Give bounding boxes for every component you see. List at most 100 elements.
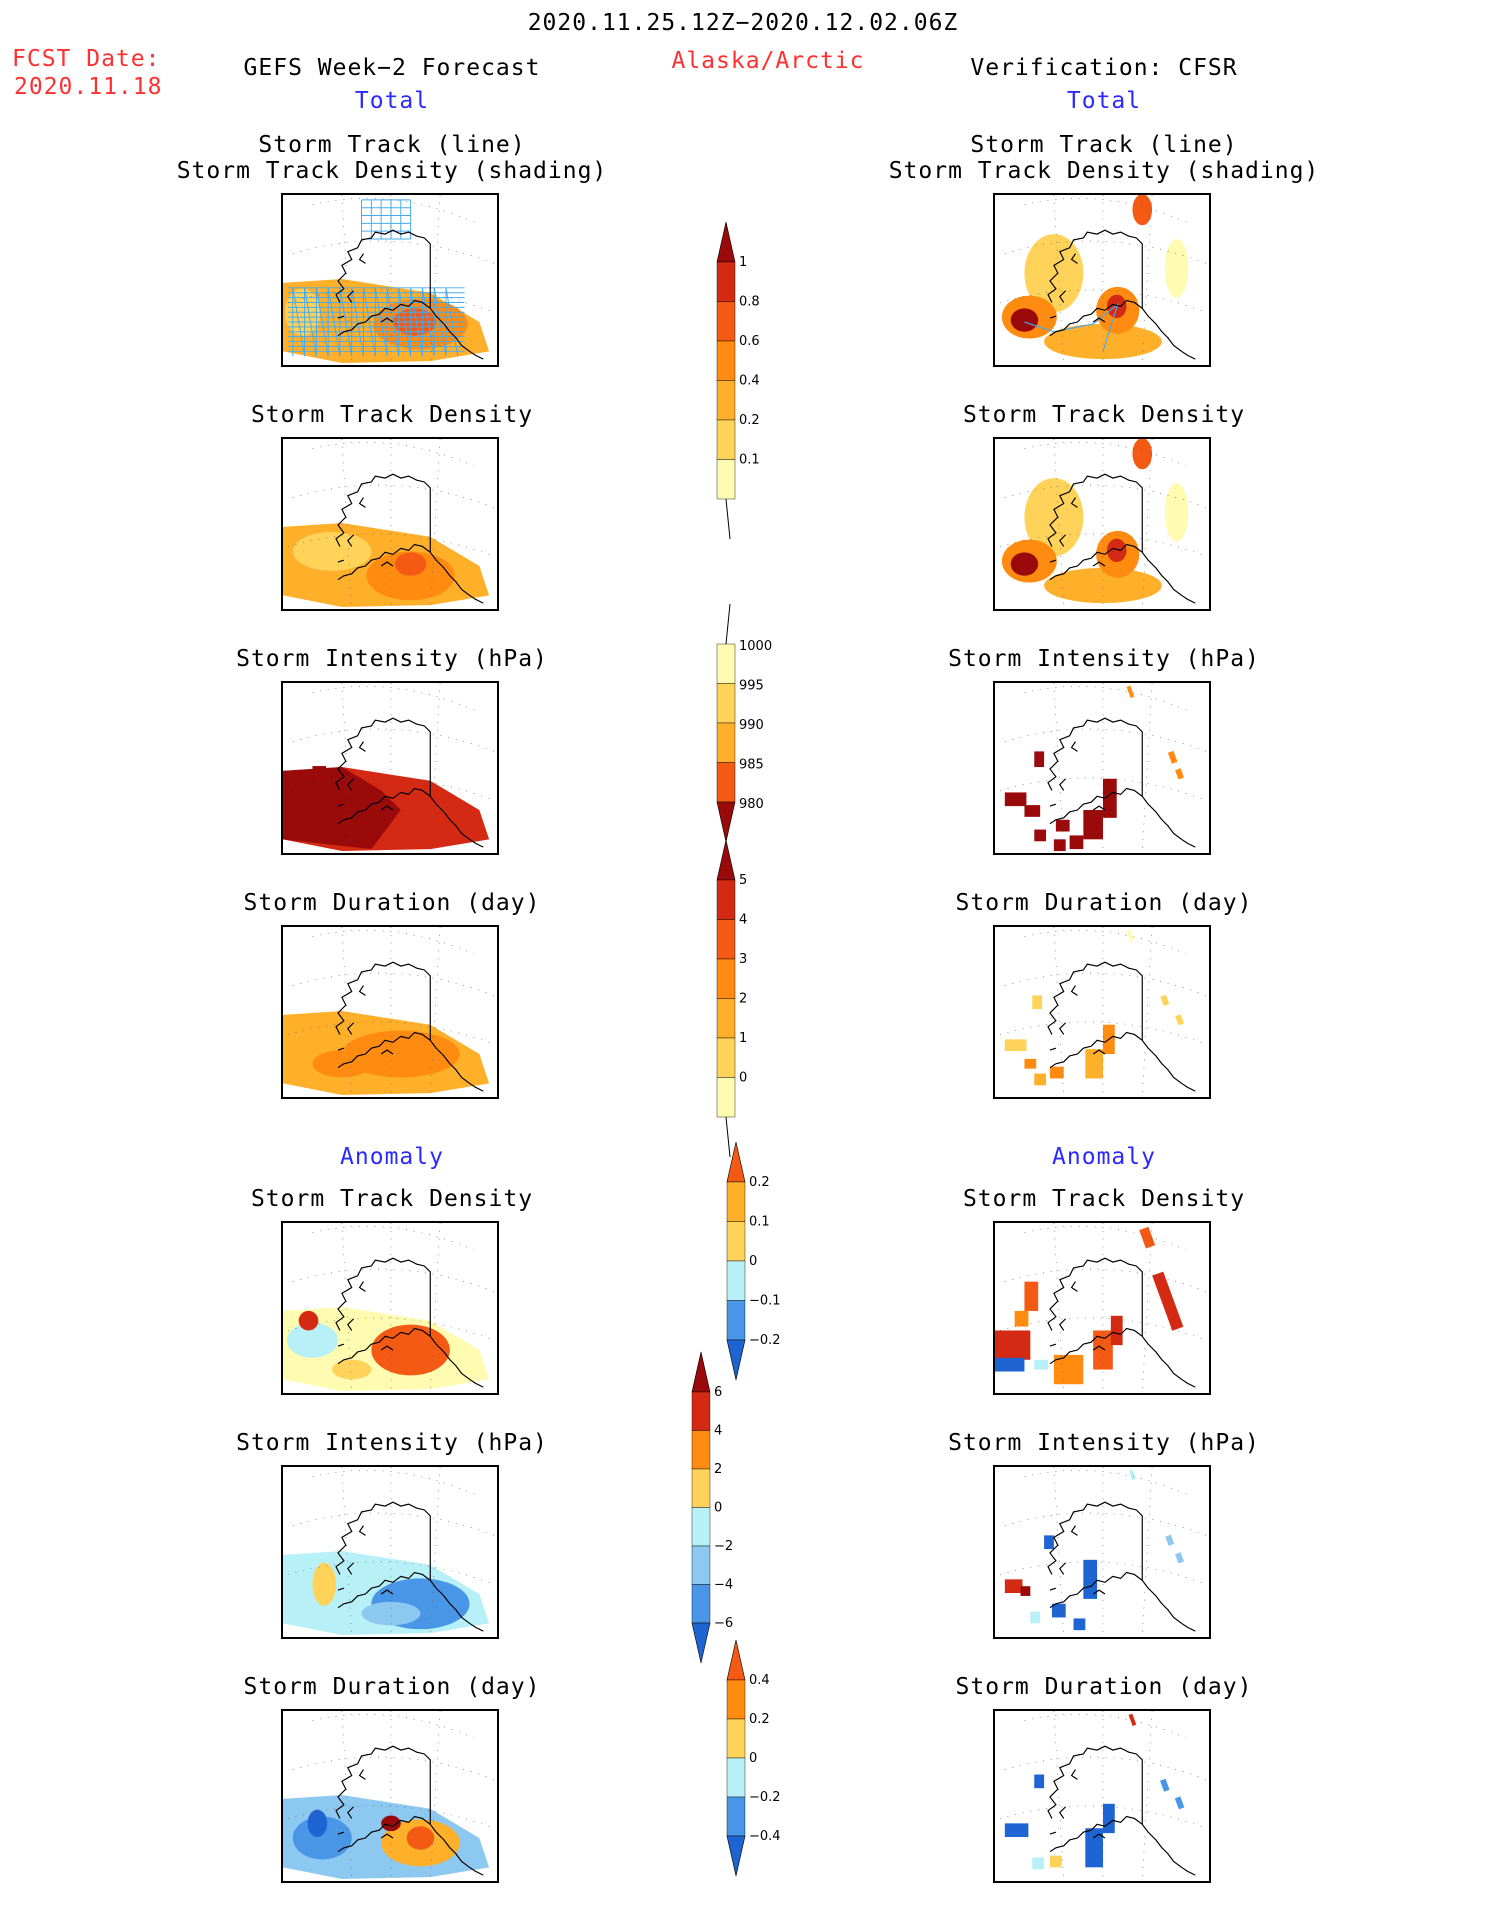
panel-title-intensity-left: Storm Intensity (hPa) — [236, 646, 548, 672]
coastline — [335, 1745, 484, 1876]
right-column-title: Verification: CFSR — [970, 55, 1238, 81]
map-forecast-intensity-anomaly — [281, 1465, 499, 1639]
map-verification-duration — [993, 925, 1211, 1099]
colorbar-tick-label: −0.1 — [749, 1294, 781, 1309]
map-canvas — [283, 439, 495, 609]
colorbar-tick-label: −6 — [714, 1616, 733, 1631]
colorbar-tick-label: 0 — [739, 1071, 747, 1086]
panel-title-anom-duration-left: Storm Duration (day) — [243, 1674, 541, 1700]
colorbar-tick-label: 0 — [749, 1751, 757, 1766]
colorbar-tick-label: 0 — [714, 1501, 722, 1516]
map-verification-intensity-anomaly — [993, 1465, 1211, 1639]
panel-title-anom-duration-right: Storm Duration (day) — [955, 1674, 1253, 1700]
panel-title-track-shading-right: Storm Track Density (shading) — [888, 158, 1320, 184]
colorbar-tick-label: 0.8 — [739, 295, 760, 310]
coastline — [1047, 1745, 1196, 1876]
map-canvas — [999, 927, 1207, 1097]
coastline — [335, 229, 484, 360]
valid-period-title: 2020.11.25.12Z−2020.12.02.06Z — [527, 10, 959, 36]
colorbar-tick-label: −4 — [714, 1578, 733, 1593]
map-forecast-density — [281, 437, 499, 611]
colorbar-tick-label: 985 — [739, 758, 764, 773]
map-verification-intensity — [993, 681, 1211, 855]
left-column-title: GEFS Week−2 Forecast — [243, 55, 541, 81]
colorbar-tick-label: 1 — [739, 1031, 747, 1046]
region-label: Alaska/Arctic — [671, 48, 865, 74]
colorbar-tick-label: 990 — [739, 718, 764, 733]
panel-title-anom-density-left: Storm Track Density — [250, 1186, 534, 1212]
map-canvas — [999, 195, 1207, 365]
colorbar-tick-label: 1 — [739, 255, 747, 270]
colorbar-tick-label: 4 — [739, 913, 747, 928]
map-canvas — [999, 1467, 1207, 1637]
colorbar-tick-label: 0.6 — [739, 334, 760, 349]
map-canvas — [283, 683, 495, 853]
colorbar-tick-label: 0.4 — [749, 1673, 770, 1688]
map-canvas — [999, 439, 1207, 609]
map-forecast-density-anomaly — [281, 1221, 499, 1395]
coastline — [1047, 717, 1196, 848]
colorbar-tick-label: −0.4 — [749, 1829, 781, 1844]
colorbar-tick-label: 0.2 — [739, 413, 760, 428]
right-total-label: Total — [1066, 88, 1142, 114]
colorbar-tick-label: 0.4 — [739, 374, 760, 389]
panel-title-intensity-right: Storm Intensity (hPa) — [948, 646, 1260, 672]
map-canvas — [995, 1223, 1207, 1393]
fcst-date-label: FCST Date: — [12, 46, 161, 72]
panel-title-track-line-right: Storm Track (line) — [970, 132, 1238, 158]
colorbar-tick-label: 980 — [739, 797, 764, 812]
map-canvas — [999, 1711, 1207, 1881]
colorbar-tick-label: 0.2 — [749, 1712, 770, 1727]
left-anomaly-label: Anomaly — [340, 1144, 444, 1170]
colorbar-tick-label: 2 — [739, 992, 747, 1007]
panel-title-anom-density-right: Storm Track Density — [962, 1186, 1246, 1212]
panel-title-density-left: Storm Track Density — [250, 402, 534, 428]
colorbar-tick-label: 6 — [714, 1385, 722, 1400]
panel-title-duration-right: Storm Duration (day) — [955, 890, 1253, 916]
panel-title-duration-left: Storm Duration (day) — [243, 890, 541, 916]
coastline — [1047, 1501, 1196, 1632]
coastline — [1047, 961, 1196, 1092]
coastline — [1047, 473, 1196, 604]
map-canvas — [283, 927, 495, 1097]
panel-title-anom-intensity-left: Storm Intensity (hPa) — [236, 1430, 548, 1456]
map-verification-density-anomaly — [993, 1221, 1211, 1395]
colorbar-tick-label: 2 — [714, 1462, 722, 1477]
map-canvas — [283, 195, 495, 365]
map-canvas — [283, 1711, 495, 1881]
panel-title-anom-intensity-right: Storm Intensity (hPa) — [948, 1430, 1260, 1456]
coastline — [335, 717, 484, 848]
left-total-label: Total — [354, 88, 430, 114]
colorbar-tick-label: 5 — [739, 873, 747, 888]
colorbar-tick-label: 4 — [714, 1424, 722, 1439]
map-forecast-duration-anomaly — [281, 1709, 499, 1883]
map-canvas — [999, 683, 1207, 853]
colorbar-tick-label: −0.2 — [749, 1790, 781, 1805]
map-forecast-intensity — [281, 681, 499, 855]
map-canvas — [283, 1223, 495, 1393]
colorbar-tick-label: 3 — [739, 952, 747, 967]
coastline — [335, 961, 484, 1092]
map-verification-track — [993, 193, 1211, 367]
map-forecast-duration — [281, 925, 499, 1099]
coastline — [335, 1257, 484, 1388]
colorbar-tick-label: 0.2 — [749, 1175, 770, 1190]
fcst-date-value: 2020.11.18 — [14, 74, 163, 100]
coastline — [1047, 1257, 1196, 1388]
colorbar-tick-label: 0.1 — [739, 453, 760, 468]
coastline — [1047, 229, 1196, 360]
colorbar-tick-label: −2 — [714, 1539, 733, 1554]
panel-title-track-shading-left: Storm Track Density (shading) — [176, 158, 608, 184]
colorbar-tick-label: 0.1 — [749, 1215, 770, 1230]
coastline — [335, 1501, 484, 1632]
map-canvas — [283, 1467, 495, 1637]
colorbar-tick-label: 995 — [739, 679, 764, 694]
colorbar-tick-label: 1000 — [739, 639, 772, 654]
panel-title-track-line-left: Storm Track (line) — [258, 132, 526, 158]
panel-title-density-right: Storm Track Density — [962, 402, 1246, 428]
